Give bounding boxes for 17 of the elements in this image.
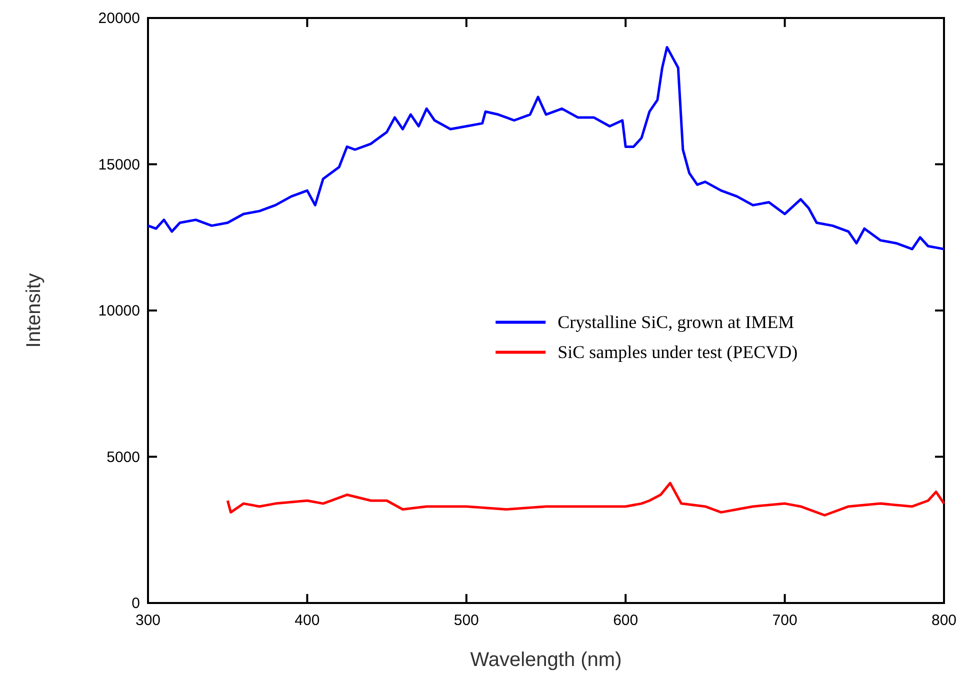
legend-label: SiC samples under test (PECVD) xyxy=(558,342,798,362)
line-series xyxy=(146,46,946,250)
x-tick-label: 300 xyxy=(135,612,161,629)
line-series xyxy=(226,482,946,516)
y-axis-title: Intensity xyxy=(23,273,45,348)
y-tick-label: 5000 xyxy=(106,448,140,466)
y-tick-label: 10000 xyxy=(98,302,140,320)
y-tick-label: 0 xyxy=(132,595,140,612)
x-tick-label: 600 xyxy=(613,612,638,629)
legend-label: Crystalline SiC, grown at IMEM xyxy=(558,312,794,332)
y-tick-label: 15000 xyxy=(98,156,140,174)
x-tick-label: 400 xyxy=(294,612,320,629)
x-tick-label: 700 xyxy=(772,612,798,629)
y-tick-label: 20000 xyxy=(98,10,140,27)
x-tick-label: 800 xyxy=(931,612,957,629)
x-axis-title: Wavelength (nm) xyxy=(470,649,622,671)
x-tick-label: 500 xyxy=(454,612,479,629)
